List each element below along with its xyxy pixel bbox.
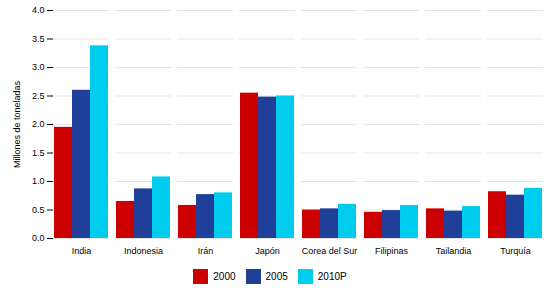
svg-text:Millones de toneladas: Millones de toneladas <box>12 80 22 168</box>
svg-text:Indonesia: Indonesia <box>124 246 163 256</box>
svg-text:Corea del Sur: Corea del Sur <box>302 246 358 256</box>
svg-text:Japón: Japón <box>255 246 280 256</box>
svg-text:0.0: 0.0 <box>32 233 45 243</box>
svg-text:3.0: 3.0 <box>32 62 45 72</box>
svg-text:1.5: 1.5 <box>32 148 45 158</box>
svg-text:2.5: 2.5 <box>32 91 45 101</box>
html-text:2005: 2005 <box>265 271 288 282</box>
svg-text:India: India <box>72 246 92 256</box>
html-text:2010P: 2010P <box>317 271 347 282</box>
svg-text:1.0: 1.0 <box>32 176 45 186</box>
svg-text:Turquía: Turquía <box>500 246 531 256</box>
svg-text:Filipinas: Filipinas <box>375 246 409 256</box>
svg-text:4.0: 4.0 <box>32 5 45 15</box>
svg-text:Tailandia: Tailandia <box>436 246 472 256</box>
svg-text:0.5: 0.5 <box>32 205 45 215</box>
svg-text:Irán: Irán <box>198 246 214 256</box>
svg-text:2.0: 2.0 <box>32 119 45 129</box>
html-text:2000: 2000 <box>213 271 236 282</box>
svg-text:3.5: 3.5 <box>32 34 45 44</box>
